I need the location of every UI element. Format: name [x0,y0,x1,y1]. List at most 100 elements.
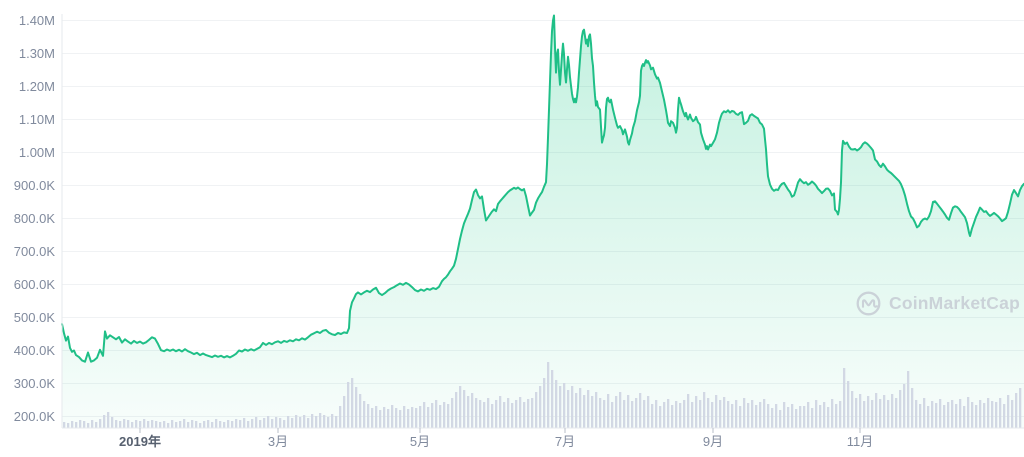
volume-bar [383,407,386,428]
volume-bar [723,397,726,428]
volume-bar [819,405,822,428]
volume-bar [71,421,74,428]
volume-bar [243,418,246,428]
volume-bar [967,397,970,428]
volume-bar [607,394,610,428]
volume-bar [651,404,654,428]
volume-bar [643,400,646,428]
volume-bar [539,386,542,428]
y-axis-label: 1.30M [18,45,55,61]
volume-bar [135,420,138,428]
volume-bar [455,392,458,428]
volume-bar [711,402,714,428]
volume-bar [451,398,454,428]
volume-bar [875,393,878,428]
volume-bar [911,388,914,428]
volume-bar [599,398,602,428]
volume-bar [251,419,254,428]
volume-bar [447,404,450,428]
volume-bar [647,396,650,428]
volume-bar [295,415,298,428]
volume-bar [863,401,866,428]
volume-bar [667,399,670,428]
volume-bar [327,417,330,428]
volume-bar [127,420,130,428]
volume-bar [623,400,626,428]
volume-bar [731,404,734,428]
volume-bar [823,402,826,428]
volume-bar [663,402,666,428]
y-axis-label: 200.0K [13,408,55,424]
volume-bar [219,421,222,428]
volume-bar [971,402,974,428]
volume-bar [1011,400,1014,428]
volume-bar [267,416,270,428]
volume-bar [999,398,1002,428]
volume-bar [907,371,910,428]
volume-bar [615,396,618,428]
volume-bar [515,400,518,428]
volume-bar [303,415,306,428]
volume-bar [483,402,486,428]
volume-bar [131,422,134,428]
y-axis-label: 500.0K [13,309,55,325]
volume-bar [423,402,426,428]
volume-bar [883,395,886,428]
volume-bar [935,403,938,428]
volume-bar [835,404,838,428]
volume-bar [947,402,950,428]
volume-bar [795,409,798,428]
volume-bar [1015,393,1018,428]
y-axis-label: 900.0K [13,177,55,193]
volume-bar [763,399,766,428]
volume-bar [67,423,70,428]
volume-bar [163,421,166,428]
volume-bar [351,378,354,428]
volume-bar [527,399,530,428]
volume-bar [779,410,782,428]
volume-bar [715,395,718,428]
volume-bar [691,402,694,428]
volume-bar [339,406,342,428]
volume-bar [903,384,906,428]
volume-bar [743,398,746,428]
volume-bar [887,400,890,428]
volume-bar [627,395,630,428]
volume-bar [827,407,830,428]
volume-bar [159,422,162,428]
volume-bar [63,422,66,428]
y-axis-label: 400.0K [13,342,55,358]
volume-bar [815,400,818,428]
volume-bar [411,407,414,428]
volume-bar [123,419,126,428]
volume-bar [975,405,978,428]
volume-bar [87,423,90,428]
volume-bar [679,403,682,428]
volume-bar [767,404,770,428]
volume-bar [995,402,998,428]
volume-bar [119,421,122,428]
volume-bar [175,422,178,428]
volume-bar [683,400,686,428]
volume-bar [291,418,294,428]
volume-bar [431,403,434,428]
volume-bar [567,390,570,428]
volume-bar [255,417,258,428]
volume-bar [263,418,266,428]
volume-bar [811,408,814,428]
volume-bar [223,422,226,428]
x-axis-label: 5月 [409,434,431,449]
volume-bar [843,368,846,428]
volume-bar [191,420,194,428]
y-axis-label: 300.0K [13,375,55,391]
volume-bars [63,362,1022,428]
volume-bar [859,394,862,428]
volume-bar [751,400,754,428]
volume-bar [499,396,502,428]
volume-bar [963,406,966,428]
volume-bar [895,398,898,428]
volume-bar [591,396,594,428]
volume-bar [915,400,918,428]
volume-bar [839,401,842,428]
